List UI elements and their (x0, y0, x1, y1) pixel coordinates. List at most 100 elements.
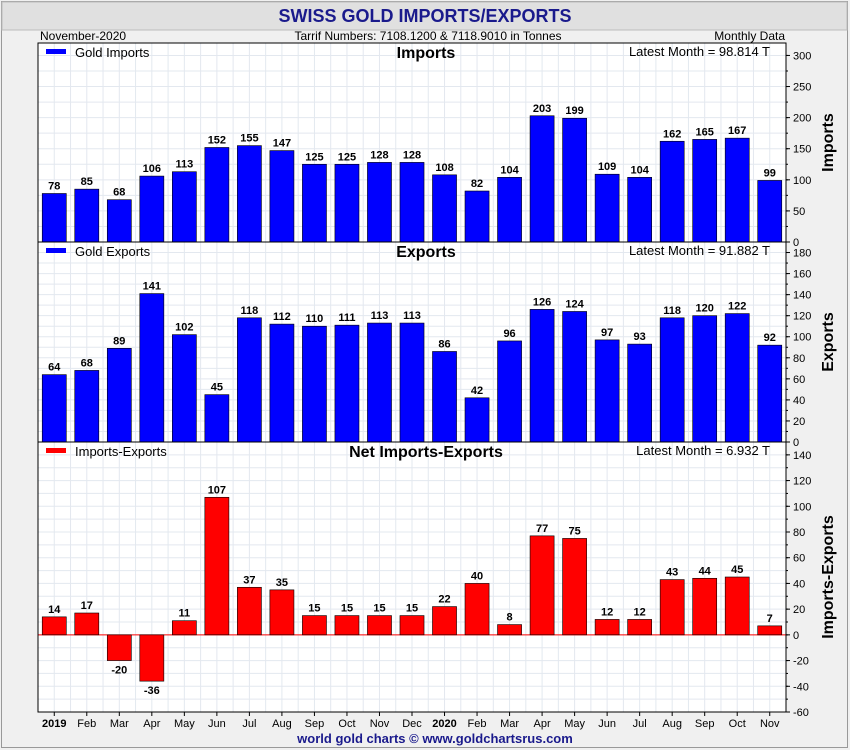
data-label: 165 (696, 126, 714, 138)
bar (757, 180, 783, 243)
data-label: 126 (533, 296, 551, 308)
data-label: 152 (208, 134, 226, 146)
data-label: 15 (373, 603, 385, 615)
data-label: 155 (240, 133, 258, 145)
bar (594, 619, 620, 636)
x-tick-label: Aug (662, 718, 682, 730)
data-label: 93 (634, 331, 646, 343)
data-label: 108 (435, 162, 453, 174)
bar (497, 177, 522, 243)
y-axis-label: Exports (820, 312, 837, 372)
y-axis-label: Imports-Exports (820, 515, 837, 639)
x-tick-label: 2020 (432, 718, 456, 730)
data-label: 14 (48, 604, 61, 616)
panel-1: 0 50 100 150 200 250 300 78 85 68 106 113 152 155 147 1… (37, 42, 837, 249)
data-label: 35 (276, 577, 288, 589)
bar (172, 620, 197, 636)
bar (106, 348, 132, 443)
x-tick-label: Mar (500, 718, 519, 730)
data-label: 110 (306, 313, 324, 325)
data-label: 42 (471, 385, 483, 397)
data-label: 125 (305, 151, 323, 163)
y-tick-label: 160 (793, 269, 811, 281)
bar (757, 625, 783, 636)
bar (627, 619, 652, 636)
panel-3: -60 -40 -20 0 20 40 60 80 100 120 140 14 17 -20 -36 11 1… (37, 441, 837, 730)
bar (497, 624, 522, 636)
y-axis-label: Imports (820, 113, 837, 172)
data-label: -36 (144, 685, 160, 697)
x-tick-label: Oct (729, 718, 746, 730)
data-label: 118 (663, 305, 681, 317)
data-label: 141 (143, 281, 161, 293)
bar (724, 576, 750, 636)
data-label: 45 (731, 564, 743, 576)
bar (269, 150, 295, 243)
x-tick-label: Jul (242, 718, 256, 730)
tariff-label: Tarrif Numbers: 7108.1200 & 7118.9010 in… (294, 29, 561, 43)
panel-title: Net Imports-Exports (349, 444, 503, 461)
bar (659, 140, 685, 243)
footer-credit: world gold charts © www.goldchartsrus.co… (296, 731, 573, 746)
latest-month: Latest Month = 6.932 T (636, 443, 770, 458)
bar (204, 496, 230, 636)
data-label: 113 (175, 159, 193, 171)
bar (74, 188, 100, 243)
bar (139, 293, 165, 443)
bar (204, 147, 230, 243)
latest-month: Latest Month = 91.882 T (629, 243, 770, 258)
data-label: 122 (728, 301, 746, 313)
bar (269, 589, 295, 636)
data-label: 147 (273, 138, 291, 150)
data-label: 104 (500, 164, 519, 176)
y-tick-label: 100 (793, 332, 811, 344)
data-label: 118 (241, 305, 259, 317)
bar (529, 309, 555, 443)
x-tick-label: Nov (370, 718, 390, 730)
bar (74, 370, 100, 443)
bar (432, 606, 457, 636)
legend-label: Imports-Exports (75, 444, 167, 459)
legend-swatch (46, 248, 66, 253)
bar (237, 586, 262, 636)
chart-title: SWISS GOLD IMPORTS/EXPORTS (278, 6, 571, 26)
y-tick-label: 50 (793, 206, 805, 218)
data-label: 128 (370, 149, 388, 161)
data-label: 40 (471, 570, 483, 582)
x-tick-label: Dec (402, 718, 422, 730)
y-tick-label: -40 (793, 681, 809, 693)
data-label: 99 (764, 167, 776, 179)
y-tick-label: 0 (793, 237, 799, 249)
data-label: 85 (81, 176, 93, 188)
data-label: 15 (341, 603, 353, 615)
y-tick-label: 300 (793, 50, 811, 62)
bar (237, 145, 262, 243)
y-tick-label: 120 (793, 311, 811, 323)
bar (627, 177, 652, 243)
y-tick-label: 60 (793, 553, 805, 565)
data-label: 43 (666, 567, 678, 579)
data-label: 102 (175, 322, 193, 334)
bar (757, 344, 783, 443)
bar (659, 317, 685, 443)
data-label: 15 (308, 603, 320, 615)
data-label: 17 (81, 600, 93, 612)
data-label: 162 (663, 128, 681, 140)
data-label: 68 (113, 187, 125, 199)
bar (302, 163, 327, 243)
x-tick-label: Sep (695, 718, 715, 730)
bar (204, 394, 230, 443)
y-tick-label: 140 (793, 450, 811, 462)
data-label: 199 (565, 105, 583, 117)
bar (594, 173, 620, 243)
bar (562, 538, 587, 636)
y-tick-label: 100 (793, 501, 811, 513)
date-label: November-2020 (40, 29, 126, 43)
x-tick-label: Nov (760, 718, 780, 730)
x-tick-label: Feb (77, 718, 96, 730)
y-tick-label: 140 (793, 290, 811, 302)
y-tick-label: -20 (793, 656, 809, 668)
data-label: 113 (403, 310, 421, 322)
data-label: 45 (211, 382, 223, 394)
